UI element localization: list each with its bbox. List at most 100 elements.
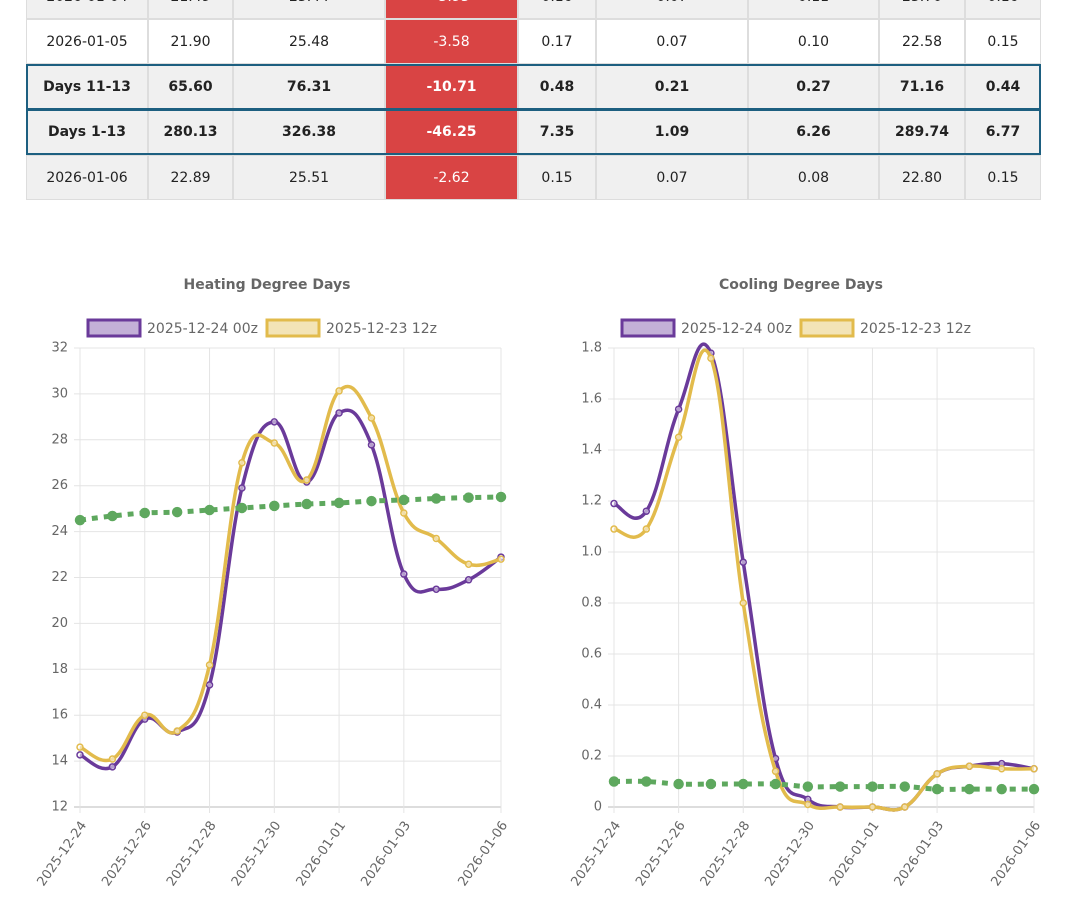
point xyxy=(269,500,280,512)
table-cell: 22.80 xyxy=(879,155,965,200)
point xyxy=(333,497,345,509)
table-cell: 0.16 xyxy=(965,0,1041,19)
x-tick-label: 2026-01-03 xyxy=(892,819,948,890)
y-tick-label: 1.0 xyxy=(581,545,602,560)
point xyxy=(398,494,410,506)
table-cell: 21.49 xyxy=(148,0,233,19)
table-cell: 25.51 xyxy=(233,155,385,200)
legend-label: 2025-12-23 12z xyxy=(326,321,437,337)
point xyxy=(76,743,84,751)
point xyxy=(1030,765,1038,773)
y-tick-label: 14 xyxy=(51,754,68,769)
x-tick-label: 2025-12-26 xyxy=(99,819,155,890)
table-cell: 0.21 xyxy=(596,64,748,109)
table-cell: 2026-01-04 xyxy=(26,0,148,19)
point xyxy=(236,502,248,514)
point xyxy=(642,525,651,533)
point xyxy=(802,781,814,792)
point xyxy=(108,755,117,763)
table-cell: 23.70 xyxy=(879,0,965,19)
series-line xyxy=(79,384,502,763)
x-tick-label: 2025-12-24 xyxy=(35,819,91,890)
point xyxy=(335,409,343,417)
chart-title: Heating Degree Days xyxy=(183,277,350,293)
point xyxy=(171,506,183,518)
point xyxy=(901,803,909,811)
point xyxy=(965,762,974,770)
point xyxy=(141,711,149,719)
point xyxy=(139,507,151,519)
table-cell: 0.17 xyxy=(518,19,596,64)
legend-swatch xyxy=(265,318,321,338)
table-cell: 25.48 xyxy=(233,19,385,64)
point xyxy=(108,763,117,771)
point xyxy=(834,781,846,792)
x-tick-label: 2025-12-30 xyxy=(229,819,285,890)
table-cell: 0.16 xyxy=(518,0,596,19)
table-cell: 0.08 xyxy=(748,155,879,200)
table-cell: 2026-01-06 xyxy=(26,155,148,200)
point xyxy=(933,770,941,778)
table-cell: 0.15 xyxy=(965,19,1041,64)
point xyxy=(238,459,246,467)
point xyxy=(674,433,683,441)
y-tick-label: 20 xyxy=(51,616,68,631)
table-cell: 1.09 xyxy=(596,109,748,154)
point xyxy=(836,803,844,811)
point xyxy=(705,778,717,790)
point xyxy=(173,727,181,735)
point xyxy=(400,570,408,578)
table-cell: -3.95 xyxy=(385,0,518,19)
point xyxy=(997,765,1006,773)
point xyxy=(464,560,473,568)
table-cell: 0.11 xyxy=(748,0,879,19)
point xyxy=(867,781,878,792)
point xyxy=(301,498,312,510)
y-tick-label: 12 xyxy=(51,800,68,815)
point xyxy=(302,476,311,484)
y-tick-label: 1.6 xyxy=(581,392,602,407)
x-tick-label: 2026-01-06 xyxy=(456,819,512,890)
point xyxy=(608,776,620,787)
point xyxy=(270,418,279,426)
point xyxy=(463,492,474,503)
table-cell: -3.58 xyxy=(385,19,518,64)
legend-label: 2025-12-24 00z xyxy=(147,321,258,337)
table-cell: 0.15 xyxy=(518,155,596,200)
point xyxy=(366,495,377,507)
point xyxy=(74,514,86,526)
point xyxy=(739,558,747,566)
chart-title: Cooling Degree Days xyxy=(719,277,883,293)
point xyxy=(204,504,215,516)
point xyxy=(770,778,781,790)
point xyxy=(996,783,1007,795)
x-tick-label: 2025-12-24 xyxy=(569,819,625,890)
y-tick-label: 24 xyxy=(51,524,68,539)
point xyxy=(899,781,911,792)
table-cell: 65.60 xyxy=(148,64,233,109)
y-tick-label: 0.8 xyxy=(581,596,602,611)
point xyxy=(868,803,877,811)
legend-label: 2025-12-24 00z xyxy=(681,321,792,337)
y-tick-label: 22 xyxy=(51,570,68,585)
point xyxy=(76,751,84,759)
table-cell: 21.90 xyxy=(148,19,233,64)
point xyxy=(238,484,246,492)
point xyxy=(432,534,440,543)
table-cell: 7.35 xyxy=(518,109,596,154)
x-tick-label: 2025-12-28 xyxy=(164,819,220,890)
table-cell: 2026-01-05 xyxy=(26,19,148,64)
y-tick-label: 30 xyxy=(51,386,68,401)
table-cell: 0.27 xyxy=(748,64,879,109)
table-cell: 25.44 xyxy=(233,0,385,19)
point xyxy=(335,387,343,395)
point xyxy=(642,507,651,515)
point xyxy=(464,576,473,584)
table-cell: 0.07 xyxy=(596,155,748,200)
point xyxy=(673,778,684,790)
point xyxy=(737,778,749,790)
x-tick-label: 2026-01-01 xyxy=(827,819,883,890)
x-tick-label: 2026-01-03 xyxy=(358,819,414,890)
